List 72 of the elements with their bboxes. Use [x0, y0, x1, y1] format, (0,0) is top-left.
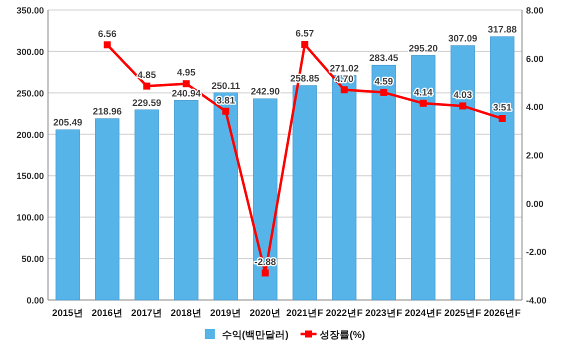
y-tick-label: 50.00 — [21, 254, 44, 264]
y-tick-label: 300.00 — [16, 46, 44, 57]
point — [420, 100, 427, 107]
data-label: 4.85 — [138, 70, 157, 82]
bar — [332, 75, 356, 300]
data-label: 4.95 — [177, 68, 196, 79]
x-tick-label: 2019년 — [210, 308, 242, 319]
point — [498, 115, 506, 122]
data-label: 3.81 — [216, 95, 236, 106]
data-label: 317.88 — [488, 24, 517, 36]
point — [301, 41, 308, 48]
point — [380, 88, 388, 96]
data-label: 307.09 — [448, 34, 478, 45]
y2-tick-label: 2.00 — [526, 150, 544, 160]
point — [340, 86, 348, 94]
point — [262, 269, 269, 276]
bar — [134, 110, 159, 300]
data-label: 242.90 — [250, 86, 280, 98]
y-tick-label: 200.00 — [16, 130, 44, 140]
x-tick-label: 2018년 — [170, 308, 202, 319]
legend-label: 수익(백만달러) — [222, 330, 289, 341]
data-label: 205.49 — [53, 118, 82, 129]
x-tick-label: 2016년 — [92, 308, 123, 319]
bar — [214, 92, 238, 300]
bar — [253, 98, 278, 300]
data-label: 283.45 — [369, 53, 399, 64]
x-tick-label: 2023년F — [365, 308, 402, 319]
y2-tick-label: 6.00 — [526, 54, 544, 64]
y-tick-label: 250.00 — [16, 88, 44, 98]
bar — [490, 36, 514, 300]
point — [182, 80, 190, 88]
point — [222, 108, 230, 115]
x-tick-label: 2024년F — [404, 308, 442, 319]
bar — [56, 129, 80, 300]
y2-tick-label: 4.00 — [526, 102, 544, 112]
data-label: 240.94 — [172, 88, 202, 100]
x-tick-label: 2025년F — [444, 308, 482, 319]
y-tick-label: 150.00 — [16, 171, 44, 182]
point — [104, 41, 111, 48]
bar — [450, 45, 475, 300]
data-label: 3.51 — [493, 102, 512, 114]
x-tick-label: 2020년 — [250, 308, 281, 319]
data-label: 271.02 — [330, 63, 359, 74]
x-tick-label: 2026년F — [484, 308, 521, 319]
data-label: 229.59 — [132, 98, 162, 109]
bar — [292, 85, 317, 300]
bar — [95, 118, 120, 300]
y2-tick-label: 0.00 — [526, 198, 544, 209]
data-label: 218.96 — [92, 106, 122, 118]
bar — [372, 64, 396, 300]
y2-tick-label: 8.00 — [526, 6, 544, 16]
data-label: 4.14 — [414, 87, 434, 98]
x-tick-label: 2015년 — [52, 308, 84, 319]
data-label: 6.57 — [296, 28, 314, 40]
x-tick-label: 2017년 — [131, 308, 162, 319]
point — [459, 102, 466, 110]
bar — [174, 100, 198, 300]
bar — [411, 55, 436, 300]
data-label: 295.20 — [408, 43, 438, 54]
point — [143, 82, 150, 90]
y2-tick-label: -4.00 — [526, 296, 547, 306]
x-tick-label: 2021년F — [286, 308, 324, 319]
y-tick-label: 0.00 — [26, 296, 44, 306]
y-tick-label: 100.00 — [16, 212, 44, 223]
data-label: 250.11 — [211, 80, 241, 92]
legend-label: 성장률(%) — [320, 330, 366, 341]
y-tick-label: 350.00 — [16, 6, 44, 16]
data-label: 6.56 — [98, 28, 116, 40]
x-tick-label: 2022년F — [326, 308, 363, 319]
data-label: 4.59 — [374, 76, 393, 88]
data-label: 4.03 — [454, 90, 472, 101]
y2-tick-label: -2.00 — [526, 247, 547, 258]
